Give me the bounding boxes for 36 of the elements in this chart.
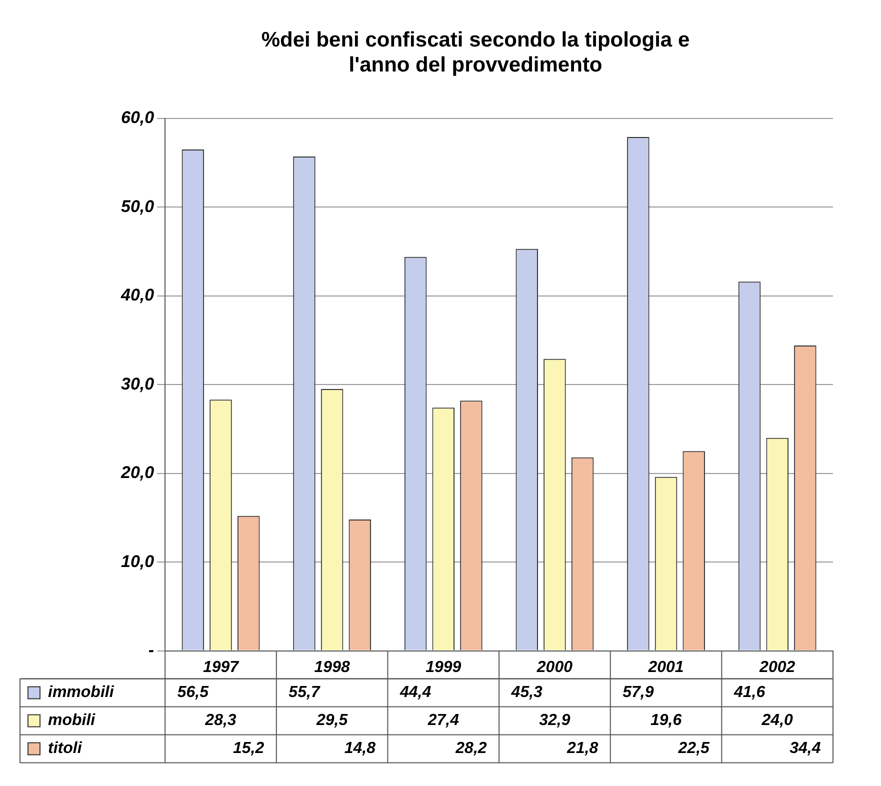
y-tick-label: -	[148, 640, 154, 660]
data-label: 32,9	[539, 712, 570, 730]
y-tick-label: 30,0	[120, 374, 155, 394]
data-label: 19,6	[650, 712, 682, 730]
legend-label: titoli	[48, 740, 82, 758]
y-tick-label: 40,0	[120, 286, 155, 305]
text: l'anno del provvedimento	[348, 54, 602, 77]
data-label: 27,4	[426, 712, 460, 730]
x-tick-label: 1997	[202, 658, 240, 676]
data-label: 55,7	[288, 684, 321, 702]
data-label: 28,3	[204, 712, 236, 730]
data-label: 57,9	[622, 684, 654, 702]
data-label: 22,5	[677, 740, 711, 758]
data-label: 28,2	[454, 740, 487, 758]
data-label: 41,6	[732, 684, 766, 702]
x-tick-label: 2002	[758, 658, 796, 676]
y-tick-label: 20,0	[120, 463, 155, 482]
x-tick-label: 1999	[426, 658, 462, 676]
x-tick-label: 1998	[314, 658, 350, 676]
data-label: 44,4	[398, 684, 432, 702]
data-label: 15,2	[233, 740, 264, 758]
text: %dei beni confiscati secondo la tipologia e	[261, 28, 690, 52]
data-label: 34,4	[790, 740, 821, 758]
y-tick-label: 60,0	[120, 108, 155, 128]
data-label: 45,3	[510, 684, 543, 702]
x-tick-label: 2000	[536, 658, 573, 676]
y-tick-label: 10,0	[120, 552, 155, 571]
y-tick-label: 50,0	[120, 196, 155, 216]
data-label: 29,5	[315, 712, 349, 730]
x-tick-label: 2001	[647, 658, 684, 676]
legend-label: immobili	[48, 684, 114, 702]
data-label: 21,8	[566, 740, 598, 758]
data-label: 24,0	[760, 712, 794, 730]
data-label: 14,8	[344, 740, 376, 758]
data-label: 56,5	[177, 684, 210, 702]
legend-label: mobili	[48, 712, 96, 730]
